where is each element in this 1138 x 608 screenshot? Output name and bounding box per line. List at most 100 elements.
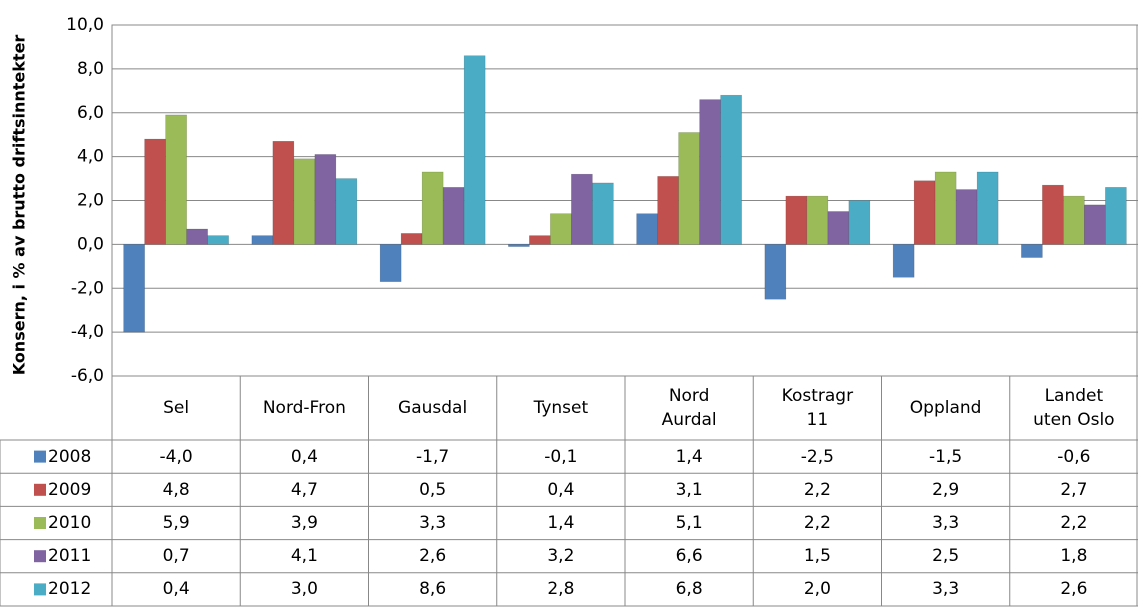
bar: [400, 233, 423, 245]
legend-swatch: [34, 450, 46, 463]
legend-swatch: [34, 517, 46, 529]
y-tick-label: -2,0: [71, 278, 104, 298]
bar: [1084, 204, 1106, 245]
table-value: 2,7: [1060, 479, 1088, 500]
table-value: 3,2: [547, 546, 575, 567]
bar: [251, 235, 274, 245]
table-value: 4,7: [290, 479, 318, 500]
table-value: 1,4: [675, 446, 703, 467]
table-value: 2,6: [1060, 579, 1088, 600]
legend-label: 2009: [48, 479, 92, 500]
table-value: -1,5: [929, 446, 963, 467]
bar: [293, 158, 316, 245]
bar: [785, 195, 808, 245]
table-value: 0,4: [162, 579, 190, 600]
bar: [592, 182, 614, 245]
table-value: -2,5: [800, 446, 834, 467]
bar: [144, 138, 166, 245]
bar: [827, 211, 850, 245]
bar: [335, 178, 358, 245]
table-value: 6,6: [675, 546, 703, 567]
table-value: 0,4: [290, 446, 318, 467]
bar: [678, 132, 700, 245]
category-label: Gausdal: [398, 398, 468, 418]
table-value: 4,8: [162, 479, 190, 500]
table-value: 3,1: [675, 479, 703, 500]
table-value: 3,0: [290, 579, 318, 600]
table-value: 4,1: [290, 546, 318, 567]
table-value: 1,8: [1060, 546, 1088, 567]
table-value: 5,1: [675, 512, 703, 533]
y-tick-label: 4,0: [77, 147, 104, 167]
table-value: 3,3: [419, 512, 447, 533]
table-value: -4,0: [159, 446, 193, 467]
table-value: 2,6: [419, 546, 447, 567]
bar: [186, 228, 208, 245]
table-value: 2,8: [547, 579, 575, 600]
category-label: Kostragr 11: [781, 386, 854, 430]
table-value: 1,5: [803, 546, 831, 567]
bar: [123, 244, 145, 333]
bar: [1021, 244, 1043, 258]
bar: [806, 195, 829, 245]
y-tick-label: 0,0: [77, 234, 104, 254]
category-label: Oppland: [909, 398, 982, 418]
y-tick-label: -4,0: [71, 322, 104, 342]
table-value: 0,7: [162, 546, 190, 567]
table-value: 0,4: [547, 479, 575, 500]
bar: [699, 99, 721, 245]
category-label: Landet uten Oslo: [1033, 386, 1115, 430]
table-value: 3,3: [932, 579, 960, 600]
table-value: 2,2: [803, 512, 831, 533]
bar: [571, 173, 593, 245]
bar: [379, 244, 402, 282]
bar: [1063, 195, 1085, 245]
bar: [272, 141, 295, 245]
legend-label: 2011: [48, 546, 92, 567]
legend-label: 2008: [48, 446, 92, 467]
legend-swatch: [34, 483, 46, 496]
legend-swatch: [34, 550, 46, 563]
bar: [720, 94, 742, 245]
table-value: 2,2: [1060, 512, 1088, 533]
table-value: -1,7: [416, 446, 450, 467]
bar: [892, 244, 915, 278]
table-value: 8,6: [419, 579, 447, 600]
bar: [314, 154, 337, 245]
bar: [207, 235, 229, 245]
y-tick-label: 8,0: [77, 59, 104, 79]
table-value: -0,1: [544, 446, 578, 467]
bar: [657, 176, 679, 245]
table-value: -0,6: [1057, 446, 1091, 467]
bar: [913, 180, 936, 245]
table-value: 2,0: [803, 579, 831, 600]
bar: [848, 200, 871, 245]
table-value: 2,5: [932, 546, 960, 567]
y-tick-label: -6,0: [71, 366, 104, 386]
bar: [165, 114, 187, 245]
y-tick-label: 2,0: [77, 191, 104, 211]
legend-label: 2012: [48, 579, 92, 600]
bar: [550, 213, 572, 245]
legend-swatch: [34, 583, 46, 596]
category-label: Nord-Fron: [262, 398, 346, 418]
table-value: 3,9: [290, 512, 318, 533]
table-value: 1,4: [547, 512, 575, 533]
table-value: 6,8: [675, 579, 703, 600]
bar: [463, 55, 486, 245]
bar: [442, 187, 465, 245]
table-value: 2,9: [932, 479, 960, 500]
y-tick-label: 6,0: [77, 103, 104, 123]
y-tick-label: 10,0: [66, 15, 104, 35]
table-value: 2,2: [803, 479, 831, 500]
bar: [421, 171, 444, 245]
bar: [636, 213, 658, 245]
bar: [955, 189, 978, 245]
category-label: Tynset: [533, 398, 589, 418]
y-axis-label: Konsern, i % av brutto driftsinntekter: [10, 35, 29, 376]
bar: [529, 235, 551, 245]
table-value: 0,5: [419, 479, 447, 500]
legend-label: 2010: [48, 512, 92, 533]
